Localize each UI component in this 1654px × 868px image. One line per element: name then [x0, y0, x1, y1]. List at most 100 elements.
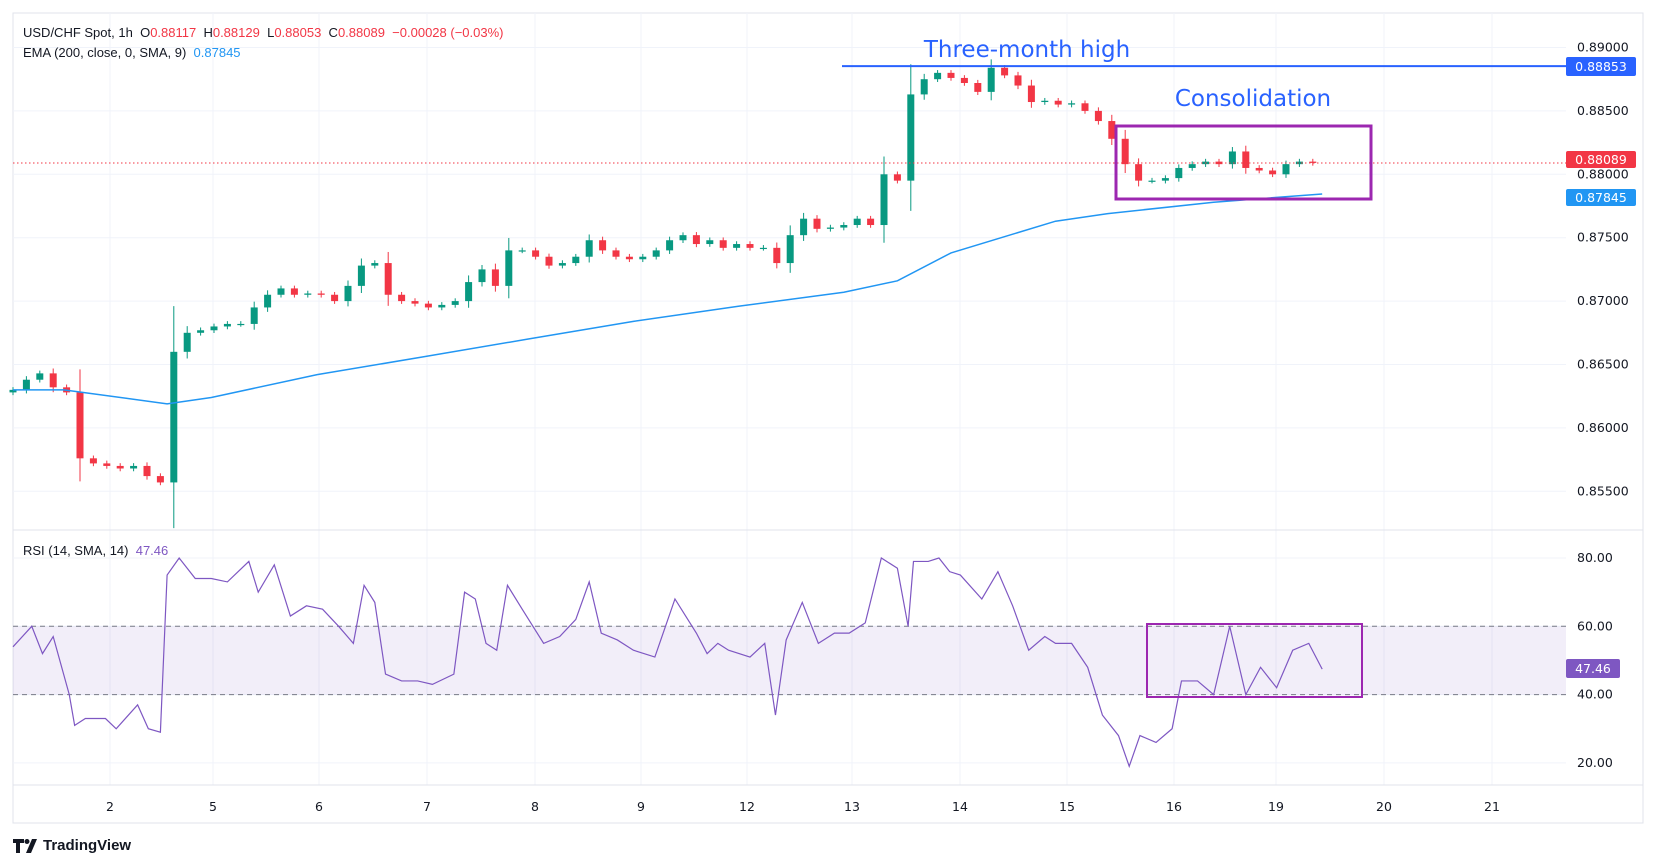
symbol-title: USD/CHF Spot, 1h: [23, 25, 133, 40]
candle-body: [1094, 110, 1102, 122]
price-tag-ema: 0.87845: [1566, 189, 1636, 206]
symbol-legend[interactable]: USD/CHF Spot, 1h O0.88117 H0.88129 L0.88…: [23, 25, 503, 40]
candle: [478, 264, 486, 287]
candle-body: [438, 304, 446, 308]
time-tick-label: 16: [1166, 799, 1182, 814]
candle: [1255, 165, 1263, 174]
candle-body: [237, 323, 245, 326]
candle: [532, 247, 540, 260]
candle: [223, 321, 231, 330]
candle-body: [424, 303, 432, 308]
candle: [1295, 158, 1303, 167]
rsi-line: [12, 556, 1323, 769]
candles: [9, 59, 1317, 529]
time-tick-label: 19: [1268, 799, 1284, 814]
candle-body: [786, 235, 794, 264]
rsi-label: RSI (14, SMA, 14): [23, 543, 129, 558]
candle-body: [116, 465, 124, 469]
candle-body: [907, 94, 915, 181]
candle-body: [759, 247, 767, 250]
candle-body: [639, 256, 647, 260]
candle-body: [1215, 161, 1223, 165]
candle-body: [1242, 151, 1250, 168]
candle: [210, 323, 218, 334]
price-tag-high: 0.88853: [1566, 57, 1636, 76]
time-tick-label: 13: [844, 799, 860, 814]
candle: [786, 225, 794, 273]
candle: [652, 247, 660, 260]
tradingview-brand-text: TradingView: [43, 837, 132, 854]
candle: [867, 215, 875, 228]
time-axis[interactable]: 2 5 6 7 8 9 12 13 14 15 16 19 20 21: [13, 784, 1643, 814]
candle: [143, 462, 151, 480]
candle: [264, 290, 272, 312]
candle-body: [719, 240, 727, 248]
price-tag-ema-text: 0.87845: [1575, 190, 1627, 205]
candle: [679, 232, 687, 244]
candle-body: [585, 240, 593, 257]
candle: [130, 463, 138, 472]
low-value: 0.88053: [274, 25, 322, 40]
price-tick-label: 0.86000: [1577, 420, 1629, 435]
candle: [947, 70, 955, 81]
candle-body: [612, 250, 620, 257]
candle: [36, 370, 44, 383]
candle: [813, 215, 821, 233]
candle-body: [156, 476, 164, 483]
candle-body: [987, 67, 995, 92]
candle-body: [1175, 167, 1183, 179]
candle-body: [625, 256, 633, 260]
candle-body: [518, 250, 526, 252]
candle-body: [130, 465, 138, 469]
rsi-consolidation-box[interactable]: [1146, 623, 1363, 698]
candle-body: [652, 250, 660, 257]
candle-body: [505, 250, 513, 286]
rsi-legend[interactable]: RSI (14, SMA, 14) 47.46: [23, 543, 168, 558]
candle-body: [746, 244, 754, 248]
candle: [9, 387, 17, 396]
candle-body: [853, 218, 861, 226]
candle-body: [800, 218, 808, 236]
price-tick-label: 0.88500: [1577, 103, 1629, 118]
candle: [934, 70, 942, 82]
candle-body: [290, 288, 298, 295]
candle: [759, 245, 767, 251]
candle: [773, 242, 781, 269]
candle-body: [706, 240, 714, 245]
candle-body: [1282, 164, 1290, 175]
ema-legend[interactable]: EMA (200, close, 0, SMA, 9) 0.87845: [23, 45, 241, 60]
candle-body: [103, 463, 111, 466]
price-tick-label: 0.85500: [1577, 483, 1629, 498]
consolidation-box[interactable]: [1114, 124, 1373, 201]
candle-body: [1081, 103, 1089, 111]
candle-body: [183, 332, 191, 352]
candle: [1148, 177, 1156, 184]
price-tag-high-text: 0.88853: [1575, 59, 1627, 74]
candle: [1309, 158, 1317, 166]
rsi-axis[interactable]: 80.00 60.00 40.00 20.00: [1577, 550, 1613, 770]
price-axis[interactable]: 0.89000 0.88500 0.88000 0.87500 0.87000 0.865…: [1577, 40, 1629, 499]
price-tick-label: 0.86500: [1577, 357, 1629, 372]
candle: [250, 301, 258, 330]
time-tick-label: 6: [315, 799, 323, 814]
candle-body: [666, 240, 674, 251]
rsi-tick-label: 40.00: [1577, 687, 1613, 702]
candle-body: [826, 227, 834, 229]
low-label: L: [267, 25, 275, 40]
candle: [1108, 114, 1116, 146]
candle: [317, 290, 325, 298]
consolidation-label: Consolidation: [1175, 86, 1331, 112]
rsi-tick-label: 60.00: [1577, 618, 1613, 633]
ema-200-polyline: [13, 193, 1323, 405]
candle-body: [893, 174, 901, 181]
candle-body: [478, 269, 486, 283]
candle: [1188, 161, 1196, 171]
candle: [156, 473, 164, 486]
candle: [1161, 175, 1169, 184]
open-label: O: [140, 25, 151, 40]
tradingview-logo[interactable]: TradingView: [13, 837, 131, 854]
candle-body: [1161, 178, 1169, 181]
candle: [625, 253, 633, 263]
candle-body: [679, 235, 687, 241]
